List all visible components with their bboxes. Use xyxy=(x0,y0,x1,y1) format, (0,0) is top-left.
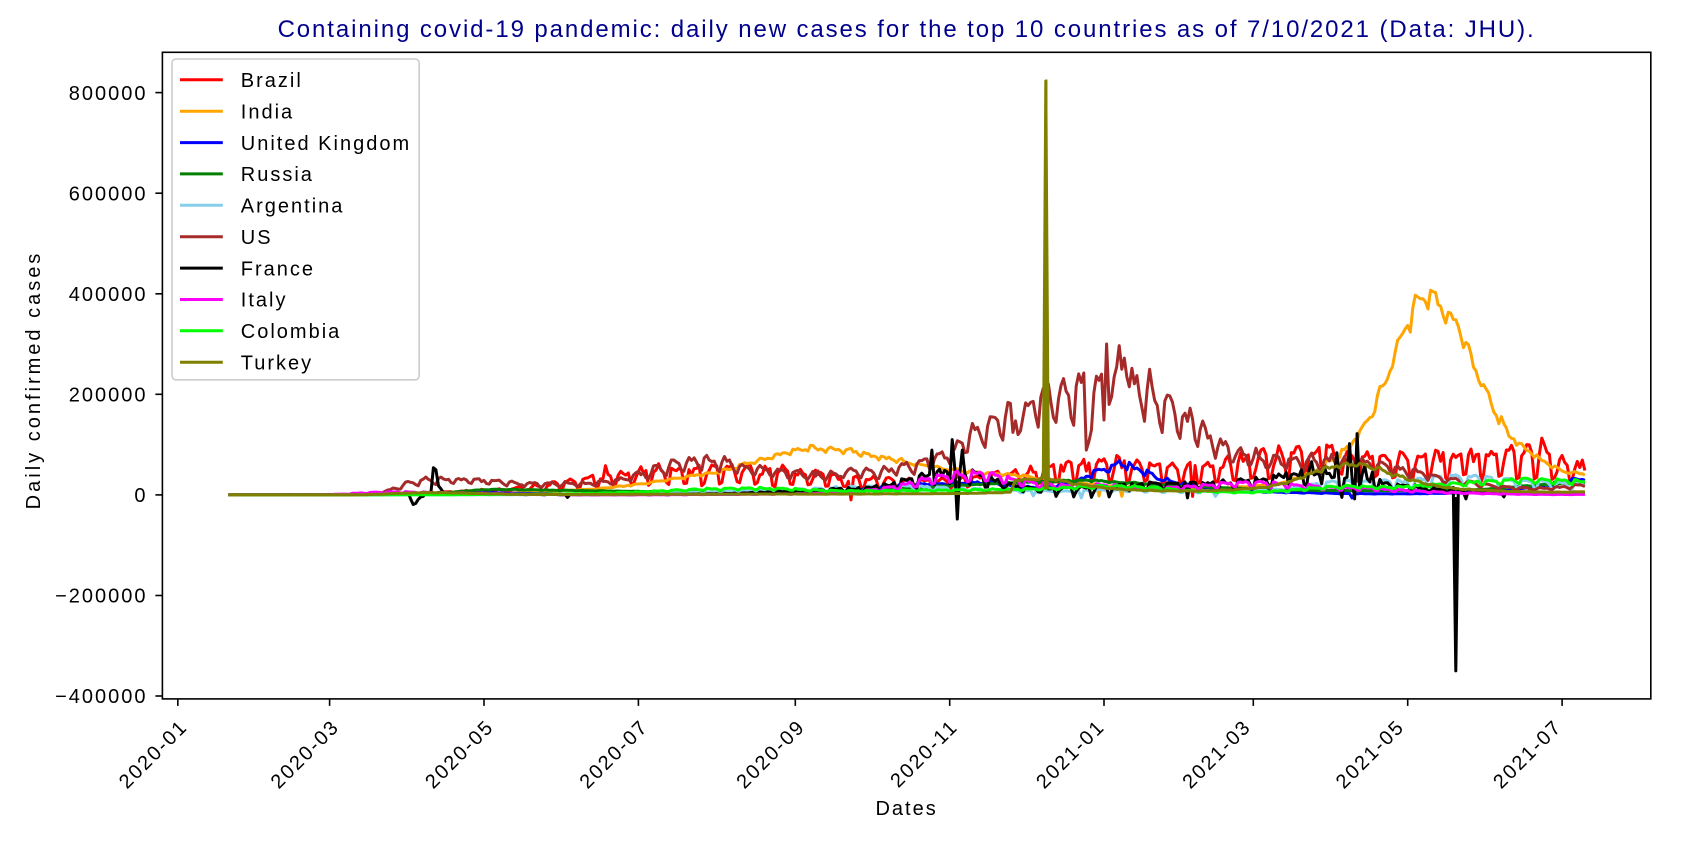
svg-text:400000: 400000 xyxy=(69,284,148,306)
svg-text:United Kingdom: United Kingdom xyxy=(241,133,411,155)
svg-text:Russia: Russia xyxy=(241,164,314,186)
svg-text:−400000: −400000 xyxy=(55,686,147,708)
svg-text:France: France xyxy=(241,258,315,280)
svg-text:−200000: −200000 xyxy=(55,586,147,608)
svg-text:Turkey: Turkey xyxy=(241,352,313,374)
svg-text:0: 0 xyxy=(134,485,147,507)
svg-text:Daily confirmed cases: Daily confirmed cases xyxy=(23,251,45,510)
svg-text:200000: 200000 xyxy=(69,385,148,407)
svg-text:Italy: Italy xyxy=(241,290,288,312)
svg-text:800000: 800000 xyxy=(69,83,148,105)
svg-text:Dates: Dates xyxy=(875,798,937,820)
svg-text:Colombia: Colombia xyxy=(241,321,341,343)
svg-text:600000: 600000 xyxy=(69,183,148,205)
svg-text:Containing covid-19 pandemic:: Containing covid-19 pandemic: daily new … xyxy=(278,16,1536,43)
svg-text:India: India xyxy=(241,101,294,123)
svg-text:Brazil: Brazil xyxy=(241,70,303,92)
svg-text:Argentina: Argentina xyxy=(241,196,345,218)
svg-text:US: US xyxy=(241,227,273,249)
